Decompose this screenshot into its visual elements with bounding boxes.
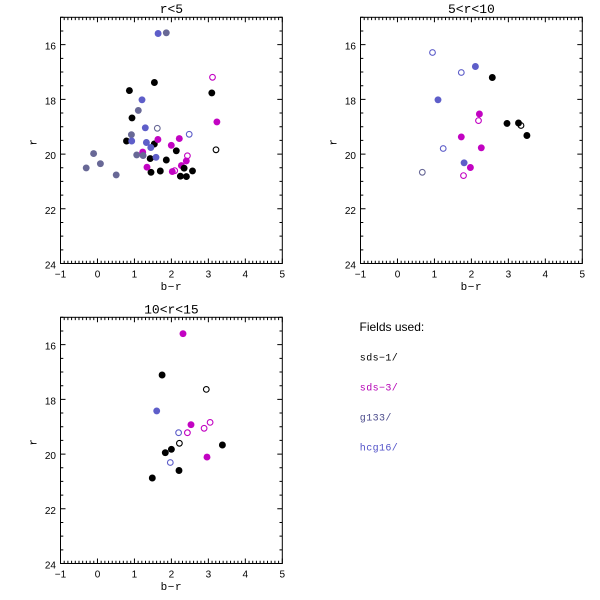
svg-text:5: 5 (280, 270, 286, 281)
svg-text:16: 16 (45, 342, 57, 353)
svg-text:22: 22 (345, 206, 357, 217)
svg-text:−1: −1 (355, 270, 367, 281)
svg-text:r: r (329, 138, 341, 145)
svg-text:b−r: b−r (161, 582, 183, 594)
svg-text:18: 18 (45, 396, 57, 407)
svg-text:sds−3/: sds−3/ (360, 382, 398, 394)
svg-text:24: 24 (345, 261, 357, 272)
svg-text:−1: −1 (55, 270, 67, 281)
svg-text:5: 5 (280, 570, 286, 581)
svg-text:20: 20 (345, 151, 357, 162)
svg-text:0: 0 (395, 270, 401, 281)
svg-text:1: 1 (132, 270, 138, 281)
svg-text:3: 3 (206, 270, 212, 281)
svg-text:2: 2 (169, 270, 175, 281)
svg-text:sds−1/: sds−1/ (360, 352, 398, 364)
svg-text:24: 24 (45, 561, 57, 572)
svg-text:20: 20 (45, 151, 57, 162)
svg-text:3: 3 (206, 570, 212, 581)
svg-text:2: 2 (169, 570, 175, 581)
svg-text:Fields used:: Fields used: (360, 320, 425, 334)
svg-text:4: 4 (243, 270, 249, 281)
svg-text:−1: −1 (55, 570, 67, 581)
svg-text:2: 2 (469, 270, 475, 281)
svg-text:20: 20 (45, 451, 57, 462)
svg-text:24: 24 (45, 261, 57, 272)
svg-text:22: 22 (45, 206, 57, 217)
svg-text:g133/: g133/ (360, 412, 392, 424)
svg-text:1: 1 (132, 570, 138, 581)
svg-text:3: 3 (506, 270, 512, 281)
svg-text:5<r<10: 5<r<10 (448, 2, 495, 17)
svg-text:1: 1 (432, 270, 438, 281)
svg-text:r: r (29, 138, 41, 145)
svg-text:b−r: b−r (161, 282, 183, 294)
svg-text:0: 0 (95, 570, 101, 581)
svg-text:18: 18 (45, 96, 57, 107)
svg-text:16: 16 (345, 42, 357, 53)
svg-text:5: 5 (580, 270, 586, 281)
svg-text:4: 4 (543, 270, 549, 281)
svg-text:18: 18 (345, 96, 357, 107)
svg-text:r<5: r<5 (160, 2, 183, 17)
svg-text:22: 22 (45, 506, 57, 517)
svg-text:10<r<15: 10<r<15 (144, 302, 199, 317)
svg-text:16: 16 (45, 42, 57, 53)
svg-text:r: r (29, 438, 41, 445)
svg-text:4: 4 (243, 570, 249, 581)
svg-text:0: 0 (95, 270, 101, 281)
svg-text:hcg16/: hcg16/ (360, 442, 398, 454)
svg-text:b−r: b−r (461, 282, 483, 294)
